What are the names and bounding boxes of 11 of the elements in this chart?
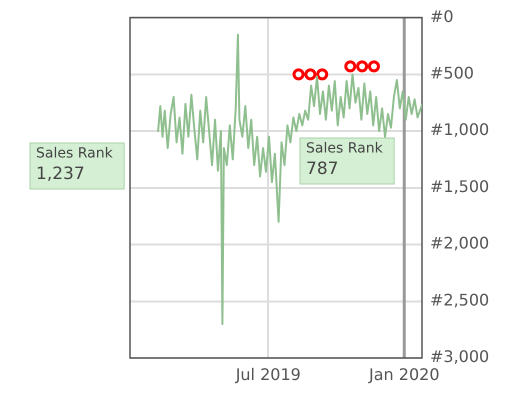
x-tick-label: Jan 2020	[368, 364, 440, 384]
y-tick-label: #1,500	[430, 176, 490, 196]
annotation: Sales Rank 787	[306, 140, 384, 179]
y-tick-label: #500	[430, 63, 474, 82]
y-tick-label: #0	[430, 6, 454, 26]
y-tick-label: #1,000	[430, 120, 490, 140]
y-tick-label: #2,000	[430, 234, 490, 253]
y-tick-label: #3,000	[430, 347, 490, 366]
y-tick-label: #2,500	[430, 290, 490, 310]
text: Sales Rank 1,237	[36, 146, 114, 184]
x-tick-label: Jul 2019	[234, 364, 301, 384]
